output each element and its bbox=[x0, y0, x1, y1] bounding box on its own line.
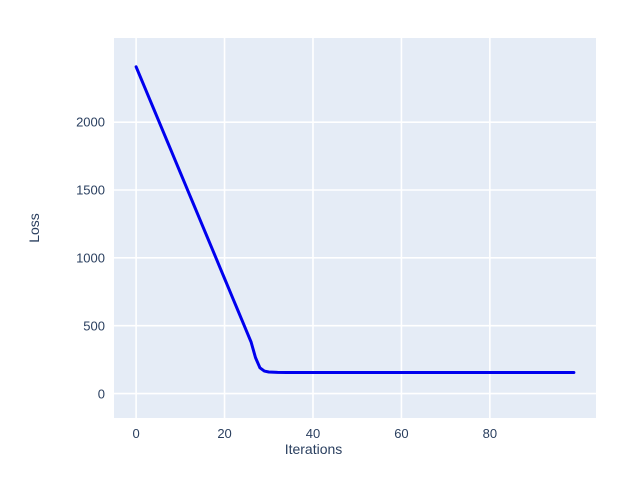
series-line-loss bbox=[134, 65, 576, 375]
vertical-gridlines bbox=[135, 38, 491, 418]
x-tick-label-60: 60 bbox=[394, 426, 409, 441]
x-tick-label-40: 40 bbox=[305, 426, 321, 441]
y-tick-label-1000: 1000 bbox=[76, 250, 105, 266]
y-axis-title: Loss bbox=[26, 213, 42, 243]
y-tick-label-1500: 1500 bbox=[76, 182, 105, 198]
x-tick-label-0: 0 bbox=[132, 426, 140, 441]
x-axis-title: Iterations bbox=[284, 441, 343, 457]
y-tick-label-500: 500 bbox=[83, 318, 105, 334]
plot-area-background bbox=[114, 38, 596, 418]
horizontal-gridlines bbox=[114, 121, 596, 395]
series-lines bbox=[134, 65, 576, 375]
x-tick-label-20: 20 bbox=[217, 426, 232, 441]
y-tick-label-0: 0 bbox=[97, 386, 105, 402]
x-tick-label-80: 80 bbox=[482, 426, 498, 441]
y-tick-label-2000: 2000 bbox=[76, 114, 105, 130]
